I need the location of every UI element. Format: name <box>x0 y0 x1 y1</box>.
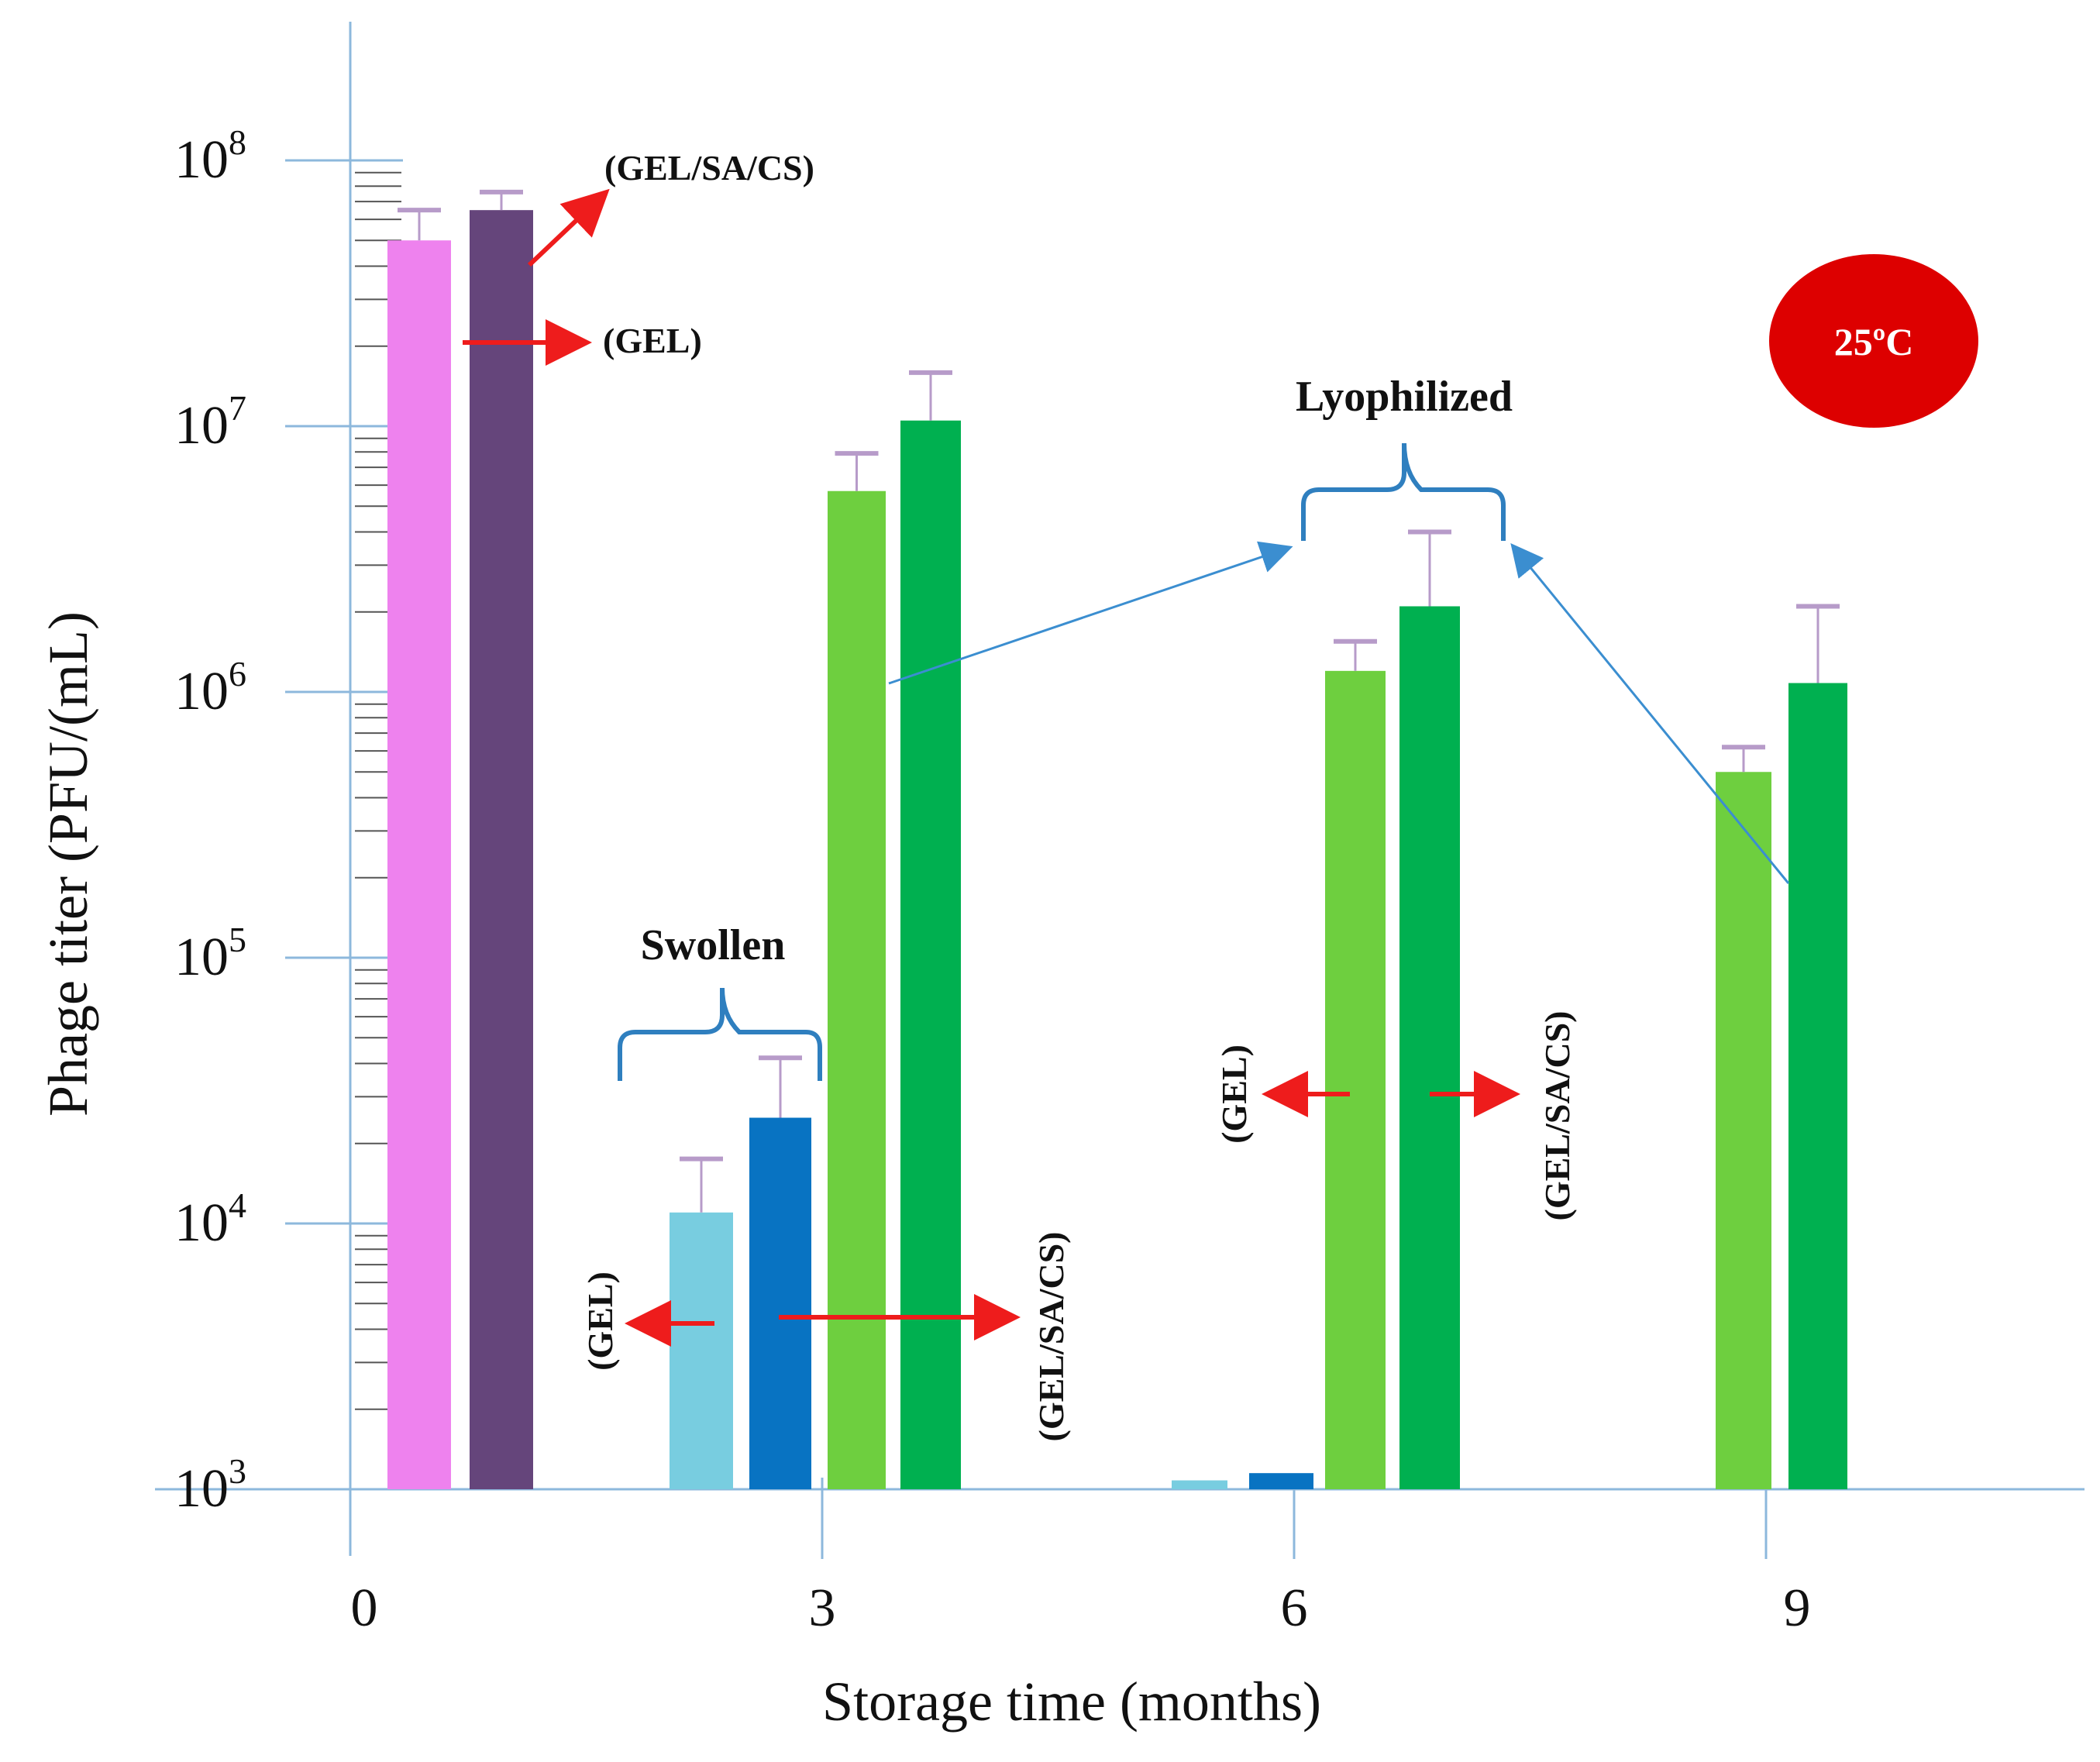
y-tick-label: 106 <box>174 654 246 721</box>
lyophilized-label: Lyophilized <box>1296 373 1513 421</box>
bars <box>387 210 1847 1490</box>
x-tick-labels: 0 3 6 9 <box>351 1578 1811 1638</box>
y-tick-label: 103 <box>174 1451 246 1519</box>
bar-m3-lyophilized-gel-sa-cs <box>900 420 961 1489</box>
label-gel-sa-cs-month3: (GEL/SA/CS) <box>1031 1232 1071 1442</box>
label-gel-month3: (GEL) <box>580 1272 620 1371</box>
bar-m6-lyophilized-gel <box>1325 670 1386 1489</box>
lyophilized-brace <box>1301 442 1506 541</box>
bar-m9-lyophilized-gel <box>1716 772 1771 1489</box>
bar-m6-swollen-gel-sa-cs <box>1249 1473 1313 1489</box>
bar-m3-swollen-gel-sa-cs <box>749 1117 811 1489</box>
arrow-red-gel-sa-cs-month0 <box>527 188 610 267</box>
x-tick-label: 3 <box>809 1578 836 1638</box>
y-tick-label: 107 <box>174 388 246 456</box>
swollen-brace <box>618 987 822 1081</box>
temperature-badge <box>1769 254 1978 428</box>
y-axis-title: Phage titer (PFU/(mL) <box>37 611 99 1117</box>
x-tick-label: 6 <box>1281 1578 1308 1638</box>
x-tick-label: 9 <box>1784 1578 1811 1638</box>
y-tick-labels: 108 107 106 105 104 103 <box>174 122 246 1519</box>
x-tick-label: 0 <box>351 1578 378 1638</box>
bar-m3-swollen-gel <box>670 1212 733 1489</box>
y-tick-label: 108 <box>174 122 246 190</box>
bar-m6-lyophilized-gel-sa-cs <box>1399 606 1460 1489</box>
temperature-label: 25ºC <box>1834 320 1914 363</box>
label-gel-month6: (GEL) <box>1214 1044 1254 1144</box>
error-bars <box>398 189 1840 1213</box>
bar-m6-swollen-gel <box>1172 1480 1227 1489</box>
y-major-ticks <box>285 159 403 1491</box>
arrow-blue-month9-to-lyophilized <box>1510 543 1790 884</box>
label-gel-sa-cs-month0: (GEL/SA/CS) <box>604 148 814 188</box>
bar-m0-fresh-gel <box>387 240 451 1489</box>
bar-m0-fresh-gel-sa-cs <box>470 210 533 1490</box>
y-tick-label: 105 <box>174 920 246 987</box>
label-gel-sa-cs-month6: (GEL/SA/CS) <box>1537 1011 1577 1221</box>
y-tick-label: 104 <box>174 1186 246 1253</box>
x-ticks <box>821 1478 1768 1559</box>
bar-m3-lyophilized-gel <box>828 490 886 1490</box>
bar-m9-lyophilized-gel-sa-cs <box>1788 683 1847 1489</box>
x-axis-title: Storage time (months) <box>822 1671 1321 1733</box>
label-gel-month0: (GEL) <box>603 321 702 360</box>
arrow-blue-month3-to-lyophilized <box>888 541 1293 685</box>
swollen-label: Swollen <box>641 921 786 969</box>
